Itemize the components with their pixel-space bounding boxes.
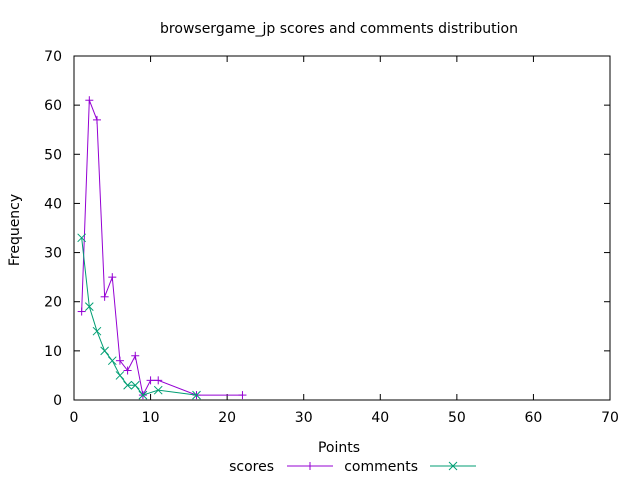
y-tick-label: 10 <box>44 344 62 360</box>
series-line-comments <box>81 237 197 396</box>
axes: 0 10 20 30 40 50 60 70 0 10 20 30 40 50 60 70 <box>44 49 619 426</box>
legend-item-comments: comments <box>344 459 476 475</box>
y-tick-label: 30 <box>44 246 62 262</box>
data-point-scores <box>238 391 247 400</box>
legend-label: comments <box>344 459 418 475</box>
y-axis-label: Frequency <box>7 194 23 266</box>
x-tick-label: 60 <box>525 410 543 426</box>
plot-frame <box>73 55 611 401</box>
data-point-comments <box>115 371 125 380</box>
x-tick-label: 30 <box>295 410 313 426</box>
data-point-scores <box>146 376 155 385</box>
x-tick-label: 50 <box>448 410 466 426</box>
legend: scores comments <box>229 459 476 475</box>
data-point-scores <box>154 376 163 385</box>
legend-swatch-marker <box>448 461 458 471</box>
x-tick-label: 70 <box>601 410 619 426</box>
legend-swatch-marker <box>306 462 314 470</box>
x-tick-label: 10 <box>142 410 160 426</box>
y-tick-label: 70 <box>44 49 62 65</box>
data-point-comments <box>192 390 201 400</box>
data-point-comments <box>100 346 109 356</box>
legend-item-scores: scores <box>229 459 333 475</box>
y-tick-label: 0 <box>53 393 62 409</box>
x-tick-label: 20 <box>218 410 236 426</box>
x-tick-label: 0 <box>70 410 79 426</box>
y-tick-label: 60 <box>44 98 62 114</box>
x-tick-label: 40 <box>371 410 389 426</box>
series-comments <box>77 233 201 400</box>
data-point-scores <box>92 115 101 124</box>
data-point-comments <box>138 390 148 400</box>
legend-label: scores <box>229 459 274 475</box>
data-point-comments <box>107 356 117 366</box>
data-point-comments <box>84 302 94 311</box>
y-tick-label: 20 <box>44 295 62 311</box>
data-point-scores <box>123 366 132 375</box>
y-tick-label: 50 <box>44 147 62 163</box>
data-point-comments <box>130 380 140 390</box>
data-point-comments <box>153 385 163 395</box>
data-point-scores <box>131 351 140 360</box>
data-point-scores <box>77 307 86 316</box>
data-point-scores <box>100 292 109 301</box>
data-point-scores <box>115 356 124 365</box>
data-point-comments <box>77 233 87 243</box>
series-layer <box>77 96 247 400</box>
data-point-scores <box>108 273 117 282</box>
data-point-scores <box>85 96 94 105</box>
y-tick-label: 40 <box>44 196 62 212</box>
series-line-scores <box>81 100 243 397</box>
data-point-comments <box>92 326 102 336</box>
x-axis-label: Points <box>318 440 360 456</box>
chart-title: browsergame_jp scores and comments distr… <box>160 21 518 37</box>
data-point-comments <box>123 380 132 390</box>
series-scores <box>77 96 247 400</box>
